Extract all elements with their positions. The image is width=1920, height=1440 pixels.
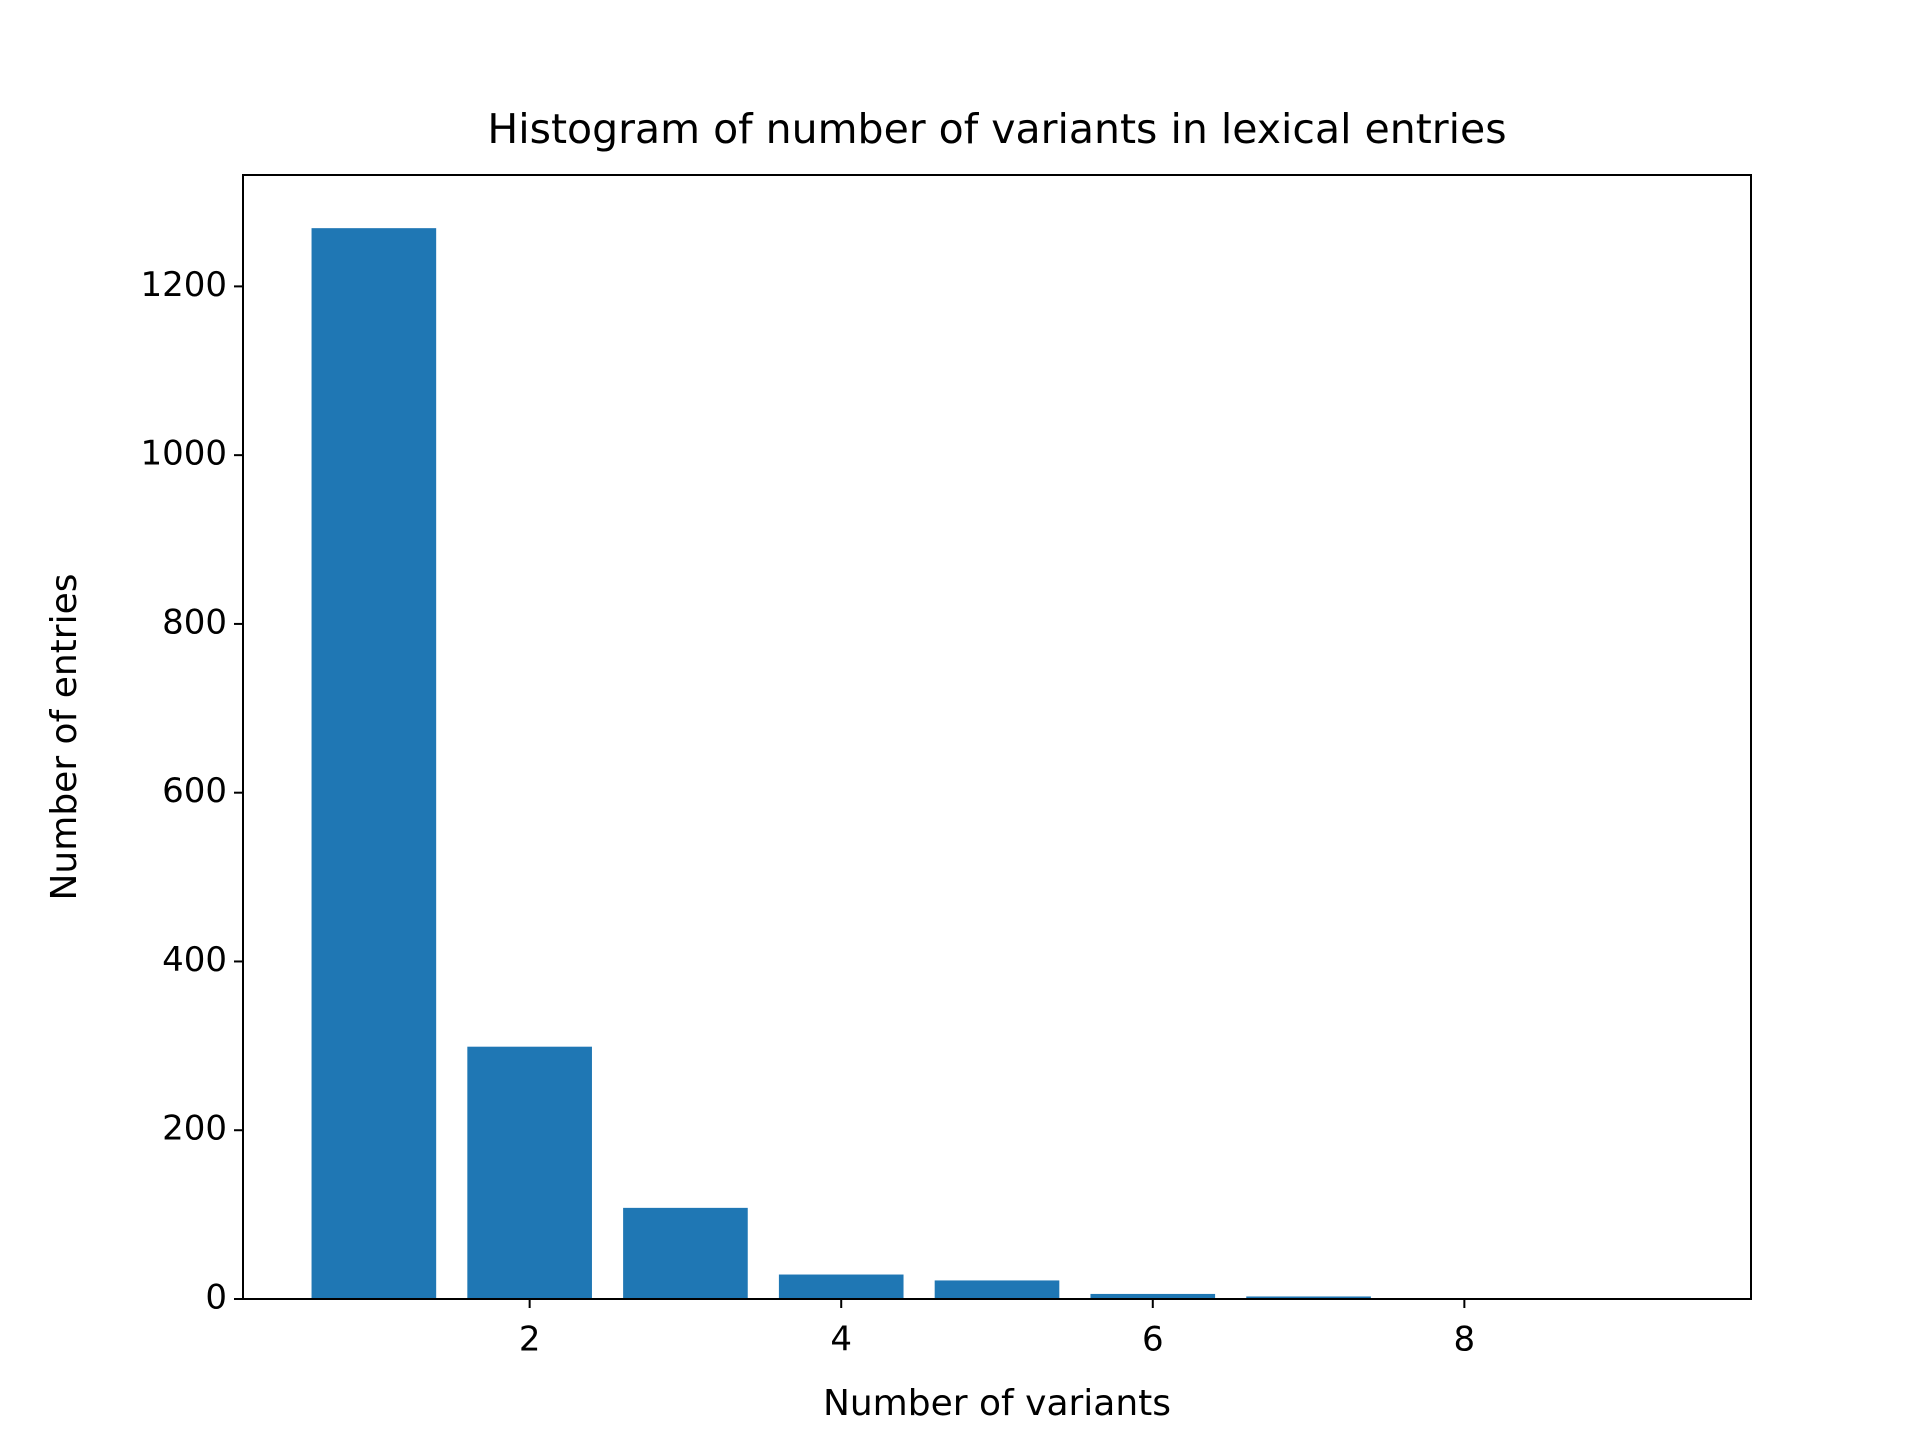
y-tick-label: 800 <box>162 602 227 642</box>
y-tick-label: 400 <box>162 940 227 980</box>
bar <box>311 228 437 1300</box>
y-tick-label: 0 <box>205 1278 227 1318</box>
x-tick-label: 6 <box>1142 1320 1164 1360</box>
y-tick-label: 200 <box>162 1109 227 1149</box>
x-tick-label: 2 <box>519 1320 541 1360</box>
x-tick-label: 4 <box>830 1320 852 1360</box>
bar <box>467 1046 592 1299</box>
bar <box>1246 1296 1371 1299</box>
bar <box>778 1274 904 1299</box>
y-axis-label: Number of entries <box>44 574 85 901</box>
y-tick-label: 1000 <box>140 434 227 474</box>
y-tick-label: 1200 <box>140 265 227 305</box>
x-tick-label: 8 <box>1454 1320 1476 1360</box>
plot-frame <box>242 174 1752 1300</box>
x-axis-label: Number of variants <box>823 1383 1171 1424</box>
y-tick-label: 600 <box>162 771 227 811</box>
chart-title: Histogram of number of variants in lexic… <box>487 105 1506 153</box>
bar <box>934 1280 1060 1299</box>
bar <box>623 1207 748 1299</box>
bar <box>1090 1293 1216 1299</box>
